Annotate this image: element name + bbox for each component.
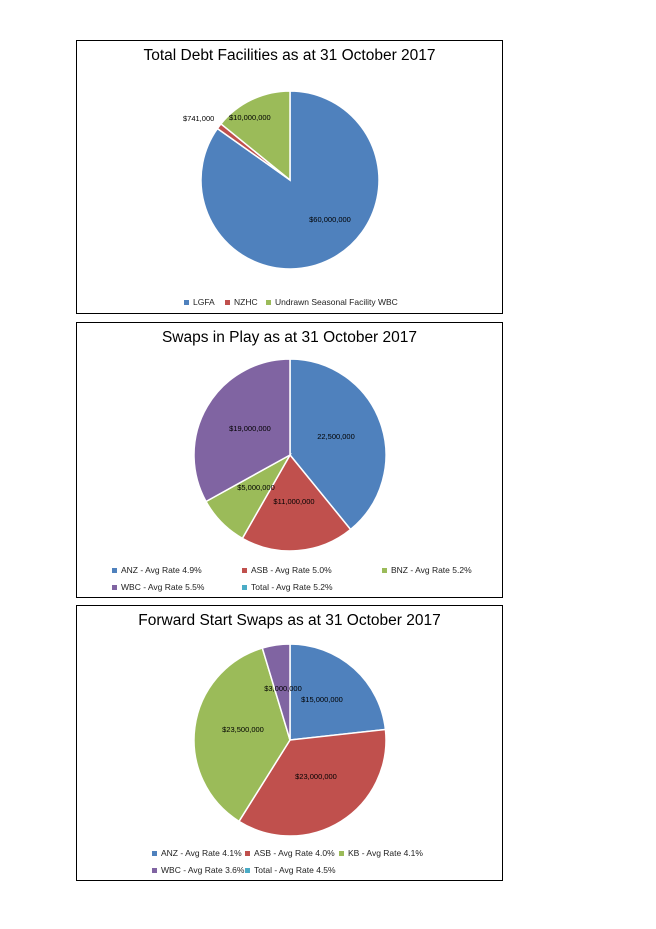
legend-swatch — [266, 300, 271, 306]
legend-swatch — [184, 300, 189, 306]
legend-item: ANZ - Avg Rate 4.1% — [152, 848, 242, 858]
chart-panel-swaps-in-play: Swaps in Play as at 31 October 2017 22,5… — [76, 322, 503, 598]
legend-label: LGFA — [193, 297, 215, 307]
legend-item: ANZ - Avg Rate 4.9% — [112, 565, 202, 575]
data-label: $23,500,000 — [222, 725, 264, 734]
chart-title: Total Debt Facilities as at 31 October 2… — [143, 47, 436, 64]
pie-slice-3 — [219, 90, 291, 182]
legend-label: ASB - Avg Rate 5.0% — [251, 565, 332, 575]
legend-item: Total - Avg Rate 4.5% — [245, 865, 336, 875]
legend-item: Total - Avg Rate 5.2% — [242, 582, 333, 592]
pie-slice-4 — [261, 643, 291, 741]
data-label: $23,000,000 — [295, 772, 337, 781]
pie-slice-1 — [289, 358, 387, 531]
legend-swatch — [112, 585, 117, 591]
legend-label: ASB - Avg Rate 4.0% — [254, 848, 335, 858]
chart-title: Swaps in Play as at 31 October 2017 — [161, 329, 418, 346]
data-label: $741,000 — [183, 114, 214, 123]
pie-slice-2 — [241, 453, 352, 552]
legend-label: WBC - Avg Rate 5.5% — [121, 582, 205, 592]
legend-item: Undrawn Seasonal Facility WBC — [266, 297, 398, 307]
data-label: $5,000,000 — [237, 483, 275, 492]
pie-chart-forward-start-swaps: $15,000,000 $23,000,000 $23,500,000 $3,000,… — [193, 643, 387, 837]
legend-swatch — [339, 851, 344, 857]
legend-swatch — [242, 568, 247, 574]
legend-label: Total - Avg Rate 4.5% — [254, 865, 336, 875]
legend-label: NZHC — [234, 297, 258, 307]
legend-label: ANZ - Avg Rate 4.1% — [161, 848, 242, 858]
legend-item: ASB - Avg Rate 5.0% — [242, 565, 332, 575]
pie-slice-1 — [289, 643, 387, 741]
legend-item: BNZ - Avg Rate 5.2% — [382, 565, 472, 575]
legend-item: LGFA — [184, 297, 215, 307]
legend-swatch — [245, 868, 250, 874]
data-label: $15,000,000 — [301, 695, 343, 704]
data-label: $3,000,000 — [264, 684, 302, 693]
data-label: $10,000,000 — [229, 113, 271, 122]
legend-swatch — [382, 568, 387, 574]
legend-item: ASB - Avg Rate 4.0% — [245, 848, 335, 858]
chart-title: Forward Start Swaps as at 31 October 201… — [138, 612, 441, 629]
legend-label: Undrawn Seasonal Facility WBC — [275, 297, 398, 307]
data-label: $60,000,000 — [309, 215, 351, 224]
legend-swatch — [152, 868, 157, 874]
legend-item: NZHC — [225, 297, 258, 307]
legend-label: Total - Avg Rate 5.2% — [251, 582, 333, 592]
data-label: $11,000,000 — [273, 497, 314, 506]
legend-item: WBC - Avg Rate 3.6% — [152, 865, 244, 875]
legend-label: KB - Avg Rate 4.1% — [348, 848, 423, 858]
chart-panel-total-debt: Total Debt Facilities as at 31 October 2… — [76, 40, 503, 314]
pie-slice-3 — [193, 647, 291, 823]
legend-item: WBC - Avg Rate 5.5% — [112, 582, 204, 592]
legend-label: ANZ - Avg Rate 4.9% — [121, 565, 202, 575]
legend-swatch — [112, 568, 117, 574]
legend-label: WBC - Avg Rate 3.6% — [161, 865, 245, 875]
pie-slice-2 — [237, 728, 387, 837]
pie-slice-4 — [193, 358, 291, 503]
data-label: 22,500,000 — [317, 432, 355, 441]
chart-panel-forward-start-swaps: Forward Start Swaps as at 31 October 201… — [76, 605, 503, 881]
legend-swatch — [225, 300, 230, 306]
pie-chart-swaps-in-play: 22,500,000 $11,000,000 $5,000,000 $19,000,0… — [193, 358, 387, 552]
legend-swatch — [242, 585, 247, 591]
legend-swatch — [245, 851, 250, 857]
pie-chart-total-debt: $60,000,000 $741,000 $10,000,000 — [183, 90, 380, 270]
legend-label: BNZ - Avg Rate 5.2% — [391, 565, 472, 575]
legend-item: KB - Avg Rate 4.1% — [339, 848, 423, 858]
data-label: $19,000,000 — [229, 424, 271, 433]
legend-swatch — [152, 851, 157, 857]
